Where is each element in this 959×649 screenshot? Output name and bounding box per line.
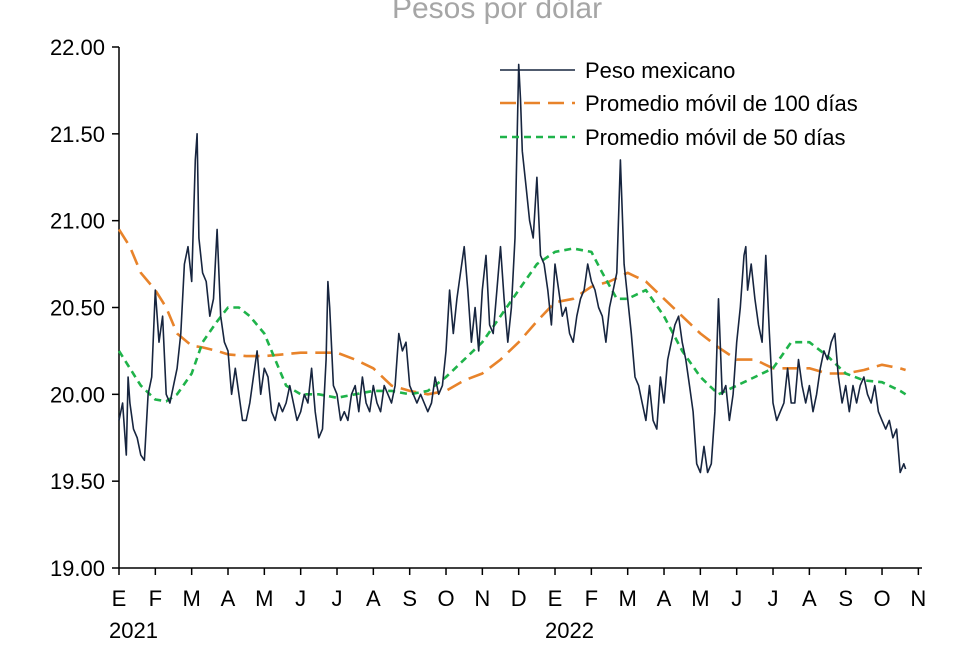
x-tick-label: F	[585, 586, 598, 611]
x-tick-label: F	[149, 586, 162, 611]
x-tick-label: J	[731, 586, 742, 611]
y-tick-label: 21.00	[50, 209, 105, 234]
y-tick-label: 19.50	[50, 469, 105, 494]
series-line-1	[117, 228, 906, 396]
x-tick-label: N	[474, 586, 490, 611]
x-tick-label: S	[838, 586, 853, 611]
legend-label-0: Peso mexicano	[585, 58, 735, 83]
x-tick-label: M	[255, 586, 273, 611]
x-tick-label: A	[366, 586, 381, 611]
x-tick-label: M	[691, 586, 709, 611]
y-tick-label: 20.50	[50, 296, 105, 321]
year-label: 2022	[545, 618, 594, 643]
x-tick-label: M	[619, 586, 637, 611]
legend-label-1: Promedio móvil de 100 días	[585, 91, 858, 116]
y-tick-label: 19.00	[50, 556, 105, 581]
x-tick-label: J	[768, 586, 779, 611]
series-line-0	[118, 63, 907, 474]
x-tick-label: J	[295, 586, 306, 611]
chart-title: Pesos por dólar	[392, 0, 602, 25]
x-tick-label: J	[332, 586, 343, 611]
plot-area	[117, 63, 907, 474]
x-tick-label: D	[511, 586, 527, 611]
y-tick-label: 20.00	[50, 382, 105, 407]
year-label: 2021	[109, 618, 158, 643]
legend-label-2: Promedio móvil de 50 días	[585, 125, 845, 150]
x-tick-label: E	[548, 586, 563, 611]
x-tick-label: A	[221, 586, 236, 611]
x-tick-label: A	[657, 586, 672, 611]
legend: Peso mexicano Promedio móvil de 100 días P…	[500, 58, 858, 150]
x-tick-label: O	[873, 586, 890, 611]
x-tick-label: A	[802, 586, 817, 611]
x-tick-label: M	[183, 586, 201, 611]
x-tick-label: N	[910, 586, 926, 611]
y-tick-label: 22.00	[50, 35, 105, 60]
y-tick-label: 21.50	[50, 122, 105, 147]
x-tick-label: O	[437, 586, 454, 611]
x-tick-label: E	[112, 586, 127, 611]
x-tick-label: S	[402, 586, 417, 611]
